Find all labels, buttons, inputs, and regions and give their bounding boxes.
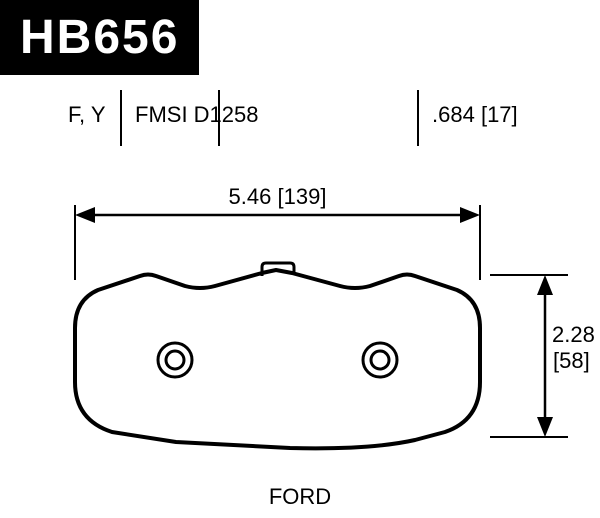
- rivet-outer-right: [363, 343, 397, 377]
- rivet-inner-left: [166, 351, 184, 369]
- diagram-page: HB656 F, Y FMSI D1258 .684 [17]: [0, 0, 600, 518]
- height-arrow-bottom: [537, 417, 553, 437]
- height-dimension-in: 2.28: [552, 322, 595, 348]
- rivet-inner-right: [371, 351, 389, 369]
- diagram-svg: [0, 0, 600, 518]
- application-label: FORD: [0, 484, 600, 510]
- height-dimension-mm: [58]: [553, 348, 590, 374]
- height-arrow-top: [537, 275, 553, 295]
- brake-pad-outline: [75, 270, 480, 448]
- width-dimension: 5.46 [139]: [0, 184, 555, 210]
- rivet-outer-left: [158, 343, 192, 377]
